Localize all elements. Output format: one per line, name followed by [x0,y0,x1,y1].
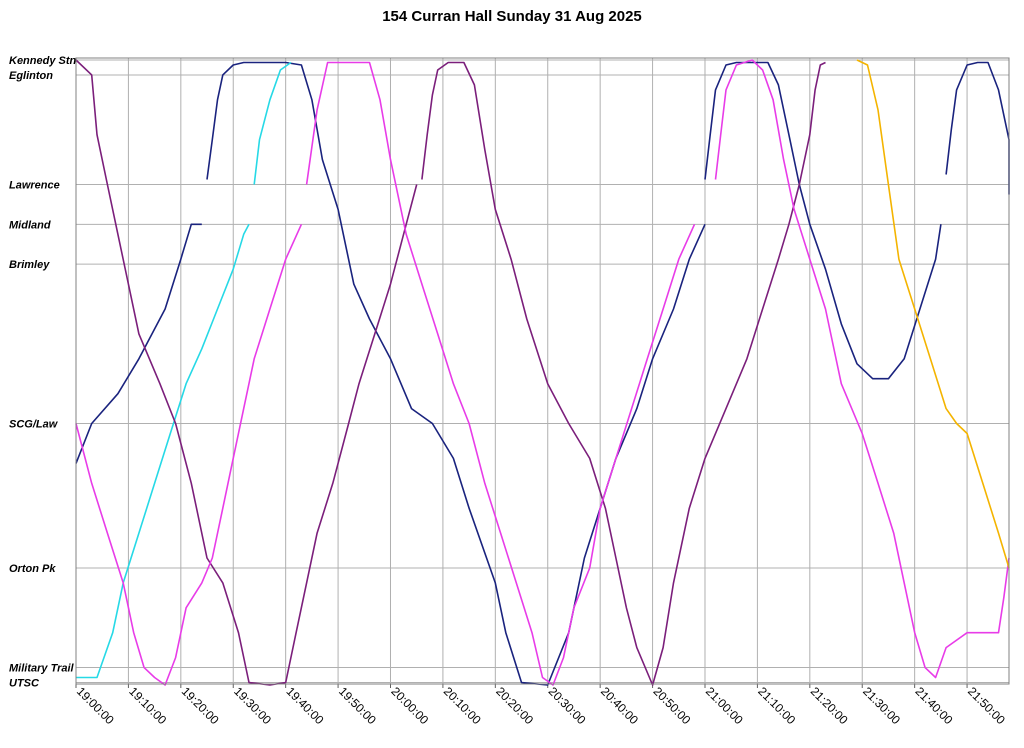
trip-line [75,223,303,686]
trip-lines [75,59,1010,686]
plot-frame [75,57,1010,685]
time-tick-label: 21:00:00 [703,684,746,727]
time-tick-label: 19:30:00 [231,684,274,727]
stop-labels: Kennedy Stn Eglinton Lawrence Midland Brimle… [9,55,77,690]
stop-label: Lawrence [9,180,60,192]
trip-line [305,61,696,686]
trip-line [945,61,1010,195]
stop-label: Kennedy Stn [9,55,77,67]
stop-label: SCG/Law [9,419,59,431]
time-tick-label: 19:20:00 [179,684,222,727]
trip-line [704,61,942,380]
chart-title: 154 Curran Hall Sunday 31 Aug 2025 [382,8,642,25]
stop-label: Eglinton [9,70,53,82]
time-tick-label: 21:40:00 [913,684,956,727]
stop-label: Orton Pk [9,563,56,575]
time-tick-label: 19:50:00 [336,684,379,727]
time-tick-labels: 19:00:00 19:10:00 19:20:00 19:30:00 19:40:00… [74,684,1008,727]
time-tick-label: 20:00:00 [388,684,431,727]
trip-line [76,223,250,679]
trip-line [714,59,1010,679]
stop-label: Midland [9,219,51,231]
stop-label: Brimley [9,259,50,271]
time-tick-label: 19:00:00 [74,684,117,727]
trip-line [421,61,826,686]
trip-line [253,61,292,185]
time-tick-label: 19:10:00 [126,684,169,727]
trip-line [75,223,202,464]
time-tick-label: 21:10:00 [755,684,798,727]
trip-line [206,61,706,686]
time-tick-label: 21:30:00 [860,684,903,727]
time-tick-label: 20:20:00 [493,684,536,727]
grid-layer [75,58,1009,688]
time-tick-label: 21:20:00 [808,684,851,727]
time-tick-label: 20:50:00 [650,684,693,727]
time-tick-label: 20:30:00 [546,684,589,727]
trip-line [856,59,1010,569]
time-tick-label: 21:50:00 [965,684,1008,727]
time-tick-label: 20:10:00 [441,684,484,727]
trip-line [75,59,418,686]
stop-label: UTSC [9,678,40,690]
time-tick-label: 20:40:00 [598,684,641,727]
time-tick-label: 19:40:00 [284,684,327,727]
stop-label: Military Trail [9,663,75,675]
